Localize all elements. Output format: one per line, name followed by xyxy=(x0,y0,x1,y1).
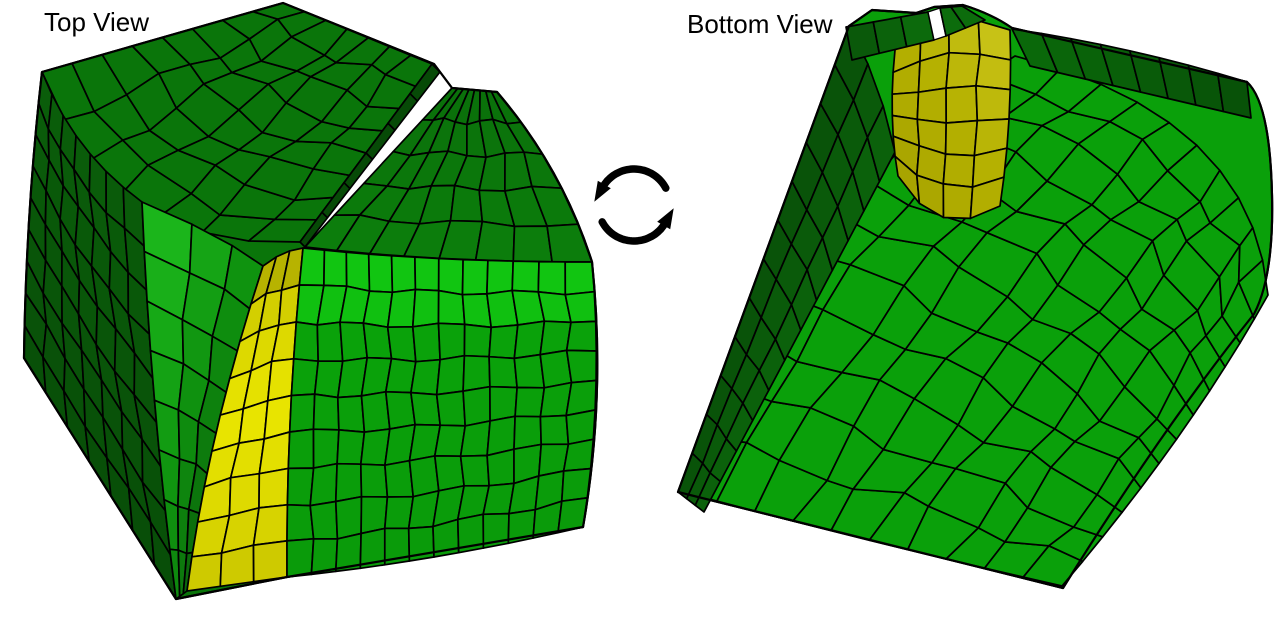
rotate-counterclockwise-icon xyxy=(594,165,674,245)
top-face xyxy=(41,2,433,243)
left-side-face xyxy=(23,71,177,600)
side-band xyxy=(677,25,896,513)
top-view-label: Top View xyxy=(44,7,150,37)
bottom-view-label: Bottom View xyxy=(687,9,833,39)
silhouette-outline xyxy=(676,3,1274,590)
ridge-wedge-left xyxy=(845,11,935,61)
right-flank-face xyxy=(304,87,593,263)
channel-left-wall xyxy=(141,201,264,600)
bottom-view-mesh xyxy=(676,3,1274,590)
silhouette-outline xyxy=(22,1,599,601)
top-view-mesh xyxy=(22,1,599,601)
top-right-band xyxy=(1011,28,1252,119)
front-face xyxy=(286,247,598,578)
yellow-pocket xyxy=(891,19,1012,220)
